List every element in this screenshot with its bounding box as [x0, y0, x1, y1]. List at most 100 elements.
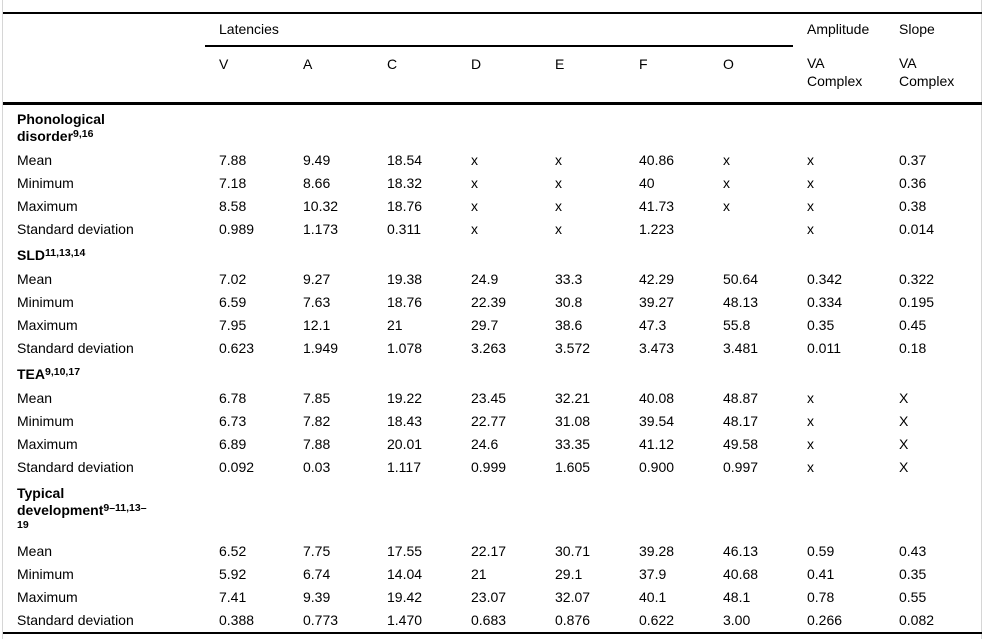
group-name: Typical development: [17, 485, 104, 518]
value-cell-slope: 0.18: [899, 340, 927, 356]
value-cell-slope: 0.082: [899, 612, 935, 628]
value-cell-v: 7.18: [219, 175, 247, 191]
amplitude-subheader-label: VA Complex: [807, 55, 863, 89]
value-cell-f: 40.86: [639, 152, 675, 168]
value-cell-e: x: [555, 198, 562, 214]
group-superscript: 11,13,14: [45, 247, 86, 259]
value-cell-amplitude: x: [807, 221, 814, 237]
value-cell-o: 3.00: [723, 612, 751, 628]
value-cell-v: 6.59: [219, 294, 247, 310]
value-cell-slope: 0.322: [899, 271, 935, 287]
value-cell-slope: 0.35: [899, 566, 927, 582]
value-cell-e: 1.605: [555, 459, 591, 475]
value-cell-a: 9.49: [303, 152, 331, 168]
value-cell-a: 7.75: [303, 543, 331, 559]
value-cell-amplitude: 0.78: [807, 589, 835, 605]
value-cell-slope: 0.45: [899, 317, 927, 333]
value-cell-amplitude: 0.59: [807, 543, 835, 559]
data-row: Mean 6.52 7.75 17.55 22.17 30.71 39.28 4…: [3, 540, 982, 563]
value-cell-a: 7.82: [303, 413, 331, 429]
group-name: TEA: [17, 366, 45, 382]
value-cell-e: x: [555, 221, 562, 237]
latencies-group-header: Latencies: [205, 13, 793, 47]
value-cell-d: 23.07: [471, 589, 507, 605]
row-label: Minimum: [17, 413, 74, 429]
row-label: Standard deviation: [17, 612, 134, 628]
value-cell-v: 0.989: [219, 221, 255, 237]
value-cell-v: 7.02: [219, 271, 247, 287]
value-cell-v: 7.88: [219, 152, 247, 168]
data-row: Mean 7.02 9.27 19.38 24.9 33.3 42.29 50.…: [3, 268, 982, 291]
value-cell-v: 7.41: [219, 589, 247, 605]
value-cell-v: 6.73: [219, 413, 247, 429]
group-heading: TEA9,10,17: [17, 366, 149, 383]
value-cell-v: 8.58: [219, 198, 247, 214]
value-cell-f: 42.29: [639, 271, 675, 287]
value-cell-d: 24.6: [471, 436, 499, 452]
value-cell-f: 0.622: [639, 612, 675, 628]
group-heading-row: Typical development9–11,13–19: [3, 479, 982, 540]
value-cell-e: 33.3: [555, 271, 583, 287]
value-cell-d: 23.45: [471, 390, 507, 406]
value-cell-f: 1.223: [639, 221, 675, 237]
value-cell-f: 40.08: [639, 390, 675, 406]
value-cell-a: 1.173: [303, 221, 339, 237]
value-cell-d: 29.7: [471, 317, 499, 333]
value-cell-c: 1.470: [387, 612, 423, 628]
value-cell-a: 8.66: [303, 175, 331, 191]
value-cell-c: 18.43: [387, 413, 423, 429]
data-row: Mean 6.78 7.85 19.22 23.45 32.21 40.08 4…: [3, 387, 982, 410]
group-heading: Phonological disorder9,16: [17, 111, 149, 145]
value-cell-slope: 0.55: [899, 589, 927, 605]
value-cell-o: x: [723, 198, 730, 214]
data-row: Minimum 6.73 7.82 18.43 22.77 31.08 39.5…: [3, 410, 982, 433]
value-cell-v: 7.95: [219, 317, 247, 333]
value-cell-v: 6.89: [219, 436, 247, 452]
value-cell-o: x: [723, 175, 730, 191]
value-cell-c: 18.32: [387, 175, 423, 191]
value-cell-v: 0.388: [219, 612, 255, 628]
value-cell-e: 30.71: [555, 543, 591, 559]
value-cell-e: 30.8: [555, 294, 583, 310]
value-cell-a: 0.03: [303, 459, 331, 475]
value-cell-e: 29.1: [555, 566, 583, 582]
value-cell-e: 32.21: [555, 390, 591, 406]
value-cell-slope: X: [899, 390, 909, 406]
group-superscript: 9,16: [73, 128, 94, 140]
value-cell-o: 3.481: [723, 340, 759, 356]
value-cell-a: 7.63: [303, 294, 331, 310]
header-column-row: V A C D E F O VA Complex VA Complex: [3, 46, 982, 105]
slope-subheader-label: VA Complex: [899, 55, 955, 89]
value-cell-a: 12.1: [303, 317, 331, 333]
value-cell-c: 19.22: [387, 390, 423, 406]
value-cell-e: 38.6: [555, 317, 583, 333]
latency-column-header-d: D: [457, 46, 541, 105]
latency-column-header-f: F: [625, 46, 709, 105]
value-cell-c: 18.76: [387, 294, 423, 310]
table-header: Latencies Amplitude Slope V A C D E F O …: [3, 13, 982, 105]
value-cell-f: 0.900: [639, 459, 675, 475]
value-cell-slope: 0.38: [899, 198, 927, 214]
value-cell-e: x: [555, 175, 562, 191]
value-cell-c: 17.55: [387, 543, 423, 559]
group-heading-cell: Typical development9–11,13–19: [3, 479, 982, 540]
row-label: Mean: [17, 390, 53, 406]
data-row: Mean 7.88 9.49 18.54 x x 40.86 x x 0.37: [3, 149, 982, 172]
value-cell-a: 6.74: [303, 566, 331, 582]
value-cell-f: 39.54: [639, 413, 675, 429]
value-cell-f: 40: [639, 175, 655, 191]
group-heading-cell: TEA9,10,17: [3, 360, 982, 387]
value-cell-e: 33.35: [555, 436, 591, 452]
value-cell-d: 22.39: [471, 294, 507, 310]
value-cell-o: [709, 218, 793, 241]
value-cell-slope: 0.36: [899, 175, 927, 191]
data-row: Minimum 7.18 8.66 18.32 x x 40 x x 0.36: [3, 172, 982, 195]
row-label: Standard deviation: [17, 221, 134, 237]
row-label: Maximum: [17, 436, 78, 452]
row-label: Mean: [17, 271, 53, 287]
row-label: Minimum: [17, 566, 74, 582]
latencies-label: Latencies: [219, 21, 279, 37]
latency-column-header-a: A: [289, 46, 373, 105]
row-label: Minimum: [17, 175, 74, 191]
value-cell-slope: 0.014: [899, 221, 935, 237]
